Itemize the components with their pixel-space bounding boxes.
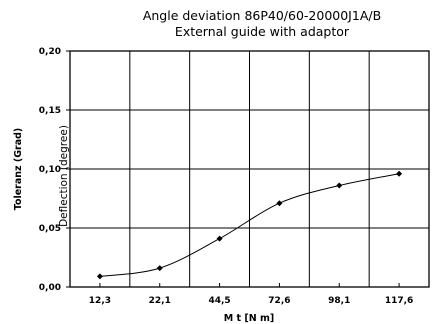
x-axis-label: M t [N m] [224,313,274,324]
series-line [99,173,400,277]
y-axis-secondary-label: Deflection (degree) [58,125,70,227]
data-point [216,235,223,242]
data-point [276,200,283,207]
y-tick-label: 0,20 [39,47,61,57]
series-layer [96,170,403,280]
x-tick-labels: 12,3 22,1 44,5 72,6 98,1 117,6 [89,296,414,306]
x-tick-label: 98,1 [328,296,350,306]
y-tick-label: 0,10 [39,165,61,175]
chart-subtitle: External guide with adaptor [175,24,350,39]
data-point [396,170,403,177]
data-point [156,265,163,272]
x-tick-label: 12,3 [89,296,111,306]
plot-area [69,50,430,288]
y-tick-label: 0,05 [39,224,61,234]
data-point [96,273,103,280]
x-tick-label: 22,1 [149,296,171,306]
x-tick-label: 44,5 [208,296,230,306]
x-tick-label: 117,6 [385,296,413,306]
y-axis-label: Toleranz (Grad) [13,128,24,211]
y-tick-label: 0,15 [39,106,61,116]
x-tick-label: 72,6 [268,296,290,306]
grid-lines [70,51,429,287]
y-tick-label: 0,00 [39,283,61,293]
data-point [336,182,343,189]
y-tick-labels: 0,00 0,05 0,10 0,15 0,20 [39,47,70,293]
chart-title: Angle deviation 86P40/60-20000J1A/B [143,8,381,23]
